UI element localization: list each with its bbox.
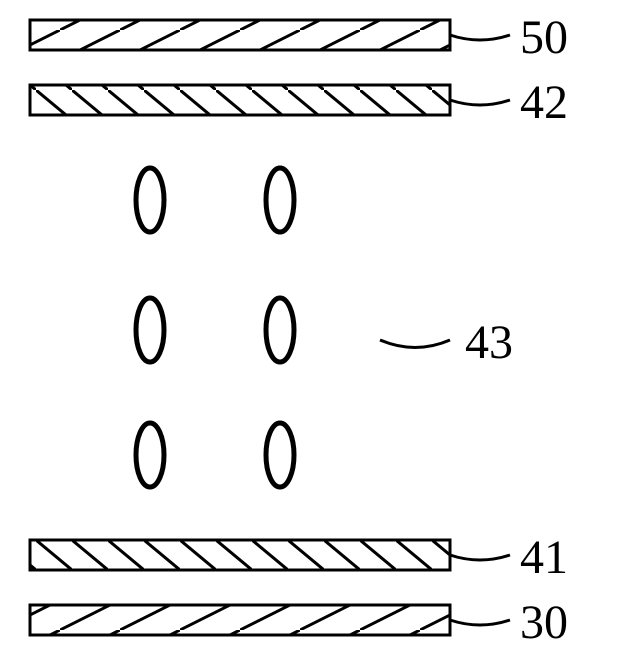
lead-30 [450,620,510,625]
layer-41 [30,540,450,570]
label-50: 50 [520,10,568,65]
label-43: 43 [465,315,513,370]
label-30: 30 [520,595,568,650]
lc-molecule-4 [136,423,164,487]
layer-50 [30,20,450,50]
lead-41 [450,555,510,560]
lc-molecule-0 [136,168,164,232]
lc-molecule-3 [266,298,294,362]
lead-42 [450,100,510,105]
layer-30 [30,605,450,635]
layer-42 [30,85,450,115]
lc-molecule-2 [136,298,164,362]
lc-molecule-5 [266,423,294,487]
lc-molecule-1 [266,168,294,232]
label-42: 42 [520,75,568,130]
lead-43 [380,340,450,348]
label-41: 41 [520,530,568,585]
lead-50 [450,35,510,40]
